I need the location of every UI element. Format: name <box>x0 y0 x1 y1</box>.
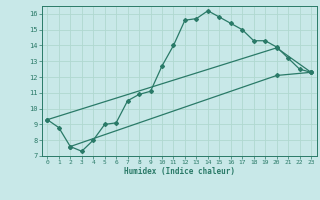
X-axis label: Humidex (Indice chaleur): Humidex (Indice chaleur) <box>124 167 235 176</box>
